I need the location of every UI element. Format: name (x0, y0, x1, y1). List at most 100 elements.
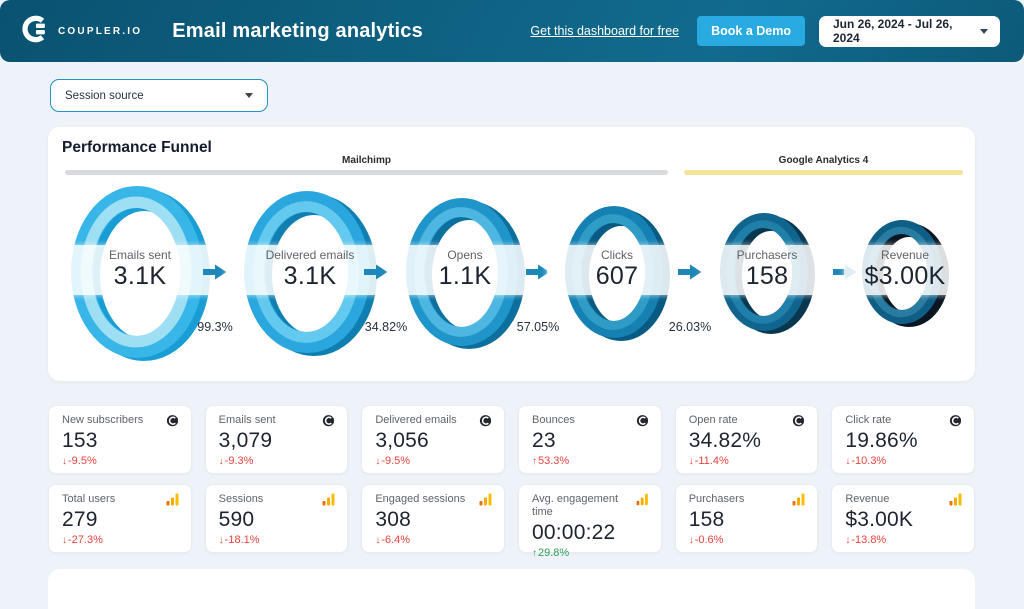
metric-change: ↓-0.6% (689, 534, 806, 546)
metric-label: New subscribers (62, 414, 144, 426)
metric-label: Avg. engagement time (532, 493, 619, 518)
funnel-arrow-icon (203, 264, 227, 280)
metric-value: 19.86% (845, 429, 918, 452)
funnel-stage-value: $3.00K (864, 262, 946, 290)
brand-name: COUPLER.IO (58, 25, 143, 37)
metric-value: 3,079 (218, 429, 273, 452)
arrow-down-icon: ↓ (688, 535, 694, 546)
session-source-dropdown[interactable]: Session source (50, 79, 268, 112)
app-header: COUPLER.IO Email marketing analytics Get… (0, 0, 1024, 62)
metric-change-value: -9.5% (68, 455, 97, 467)
page-title: Email marketing analytics (172, 19, 423, 42)
book-demo-button[interactable]: Book a Demo (697, 16, 805, 46)
ga4-icon (479, 493, 492, 506)
metric-card: Total users 279 ↓-27.3% (48, 484, 192, 553)
arrow-down-icon: ↓ (218, 456, 224, 467)
metric-change: ↓-18.1% (219, 534, 336, 546)
funnel-stage-band: Purchasers 158 (702, 245, 832, 295)
metric-value: 3,056 (375, 429, 429, 452)
metric-change-value: -6.4% (381, 534, 411, 546)
metric-label: Open rate (688, 414, 738, 426)
metric-card: Delivered emails 3,056 ↓-9.5% (361, 405, 506, 474)
funnel-arrow-icon (526, 264, 550, 280)
metric-card: Sessions 590 ↓-18.1% (204, 484, 349, 553)
next-section-panel (48, 569, 975, 609)
arrow-up-icon: ↑ (532, 456, 538, 467)
mailchimp-icon (636, 415, 648, 427)
mailchimp-icon (166, 415, 178, 427)
funnel-stage-band: Emails sent 3.1K (53, 245, 227, 295)
brand: COUPLER.IO (20, 14, 142, 49)
source-bar-mailchimp (65, 170, 668, 175)
funnel-stage-band: Delivered emails 3.1K (226, 245, 394, 295)
funnel-stage-label: Purchasers (736, 248, 798, 262)
metric-change: ↓-9.5% (375, 455, 492, 467)
source-bar-ga4 (684, 170, 963, 175)
ga4-icon (792, 493, 805, 506)
metric-label: Bounces (532, 414, 575, 426)
arrow-down-icon: ↓ (218, 535, 224, 546)
funnel-conversion-rate: 34.82% (364, 320, 408, 334)
funnel-stage-band: Opens 1.1K (388, 245, 542, 295)
metric-label: Engaged sessions (375, 493, 466, 505)
ga4-icon (949, 493, 962, 506)
funnel-stage-band: Clicks 607 (547, 245, 687, 295)
ga4-metrics-row: Total users 279 ↓-27.3% Sessions 590 ↓-18.1% E… (48, 484, 976, 559)
metric-change: ↓-11.4% (689, 455, 806, 467)
mailchimp-icon (479, 415, 492, 427)
funnel-chart: Emails sent 3.1K 99.3% Delivered emails 3.1K… (48, 127, 975, 381)
funnel-stage-label: Revenue (880, 248, 930, 262)
chevron-down-icon (245, 93, 253, 98)
metric-change: ↓-27.3% (62, 534, 179, 546)
mailchimp-icon (793, 415, 805, 427)
metric-value: $3.00K (845, 508, 914, 531)
ga4-icon (322, 493, 335, 506)
arrow-down-icon: ↓ (688, 456, 694, 467)
metric-change-value: -10.3% (851, 455, 887, 467)
metric-change-value: -11.4% (694, 455, 729, 467)
metric-card: Engaged sessions 308 ↓-6.4% (361, 484, 506, 553)
metric-change: ↑53.3% (532, 455, 649, 467)
mailchimp-icon (323, 415, 335, 427)
funnel-stage-label: Emails sent (108, 248, 172, 262)
metric-card: Revenue $3.00K ↓-13.8% (831, 484, 976, 553)
metric-change-value: -18.1% (224, 534, 260, 546)
metric-card: Click rate 19.86% ↓-10.3% (831, 405, 976, 474)
metric-change: ↓-6.4% (375, 534, 492, 546)
arrow-down-icon: ↓ (845, 535, 851, 546)
metric-label: Revenue (845, 493, 890, 505)
metric-label: Purchasers (688, 493, 745, 505)
funnel-stage-value: 3.1K (113, 262, 167, 290)
metric-value: 590 (218, 508, 255, 531)
metric-value: 00:00:22 (532, 521, 616, 544)
metric-card: New subscribers 153 ↓-9.5% (48, 405, 192, 474)
metric-value: 23 (532, 429, 556, 452)
funnel-title: Performance Funnel (62, 139, 212, 156)
metric-label: Click rate (845, 414, 892, 426)
funnel-conversion-rate: 26.03% (668, 320, 712, 334)
funnel-stage-label: Delivered emails (265, 248, 355, 262)
arrow-down-icon: ↓ (375, 535, 381, 546)
metric-value: 158 (688, 508, 725, 531)
metric-change-value: 53.3% (538, 455, 570, 467)
funnel-stage-value: 158 (745, 262, 789, 290)
metric-change-value: -9.3% (224, 455, 254, 467)
mailchimp-metrics-row: New subscribers 153 ↓-9.5% Emails sent 3,079… (48, 405, 976, 474)
date-range-picker[interactable]: Jun 26, 2024 - Jul 26, 2024 (819, 15, 1000, 47)
funnel-arrow-icon (364, 264, 388, 280)
session-source-label: Session source (65, 89, 144, 102)
performance-funnel-panel: Performance Funnel Mailchimp Google Anal… (48, 127, 975, 381)
arrow-down-icon: ↓ (375, 456, 381, 467)
get-dashboard-link[interactable]: Get this dashboard for free (530, 24, 680, 38)
metric-label: Sessions (218, 493, 264, 505)
funnel-stage-value: 607 (595, 262, 639, 290)
funnel-stage-label: Clicks (601, 248, 633, 262)
metric-value: 279 (62, 508, 98, 531)
metric-card: Open rate 34.82% ↓-11.4% (674, 405, 819, 474)
coupler-logo-icon (20, 14, 50, 49)
metric-card: Bounces 23 ↑53.3% (518, 405, 662, 474)
arrow-down-icon: ↓ (845, 456, 851, 467)
metric-change-value: -9.5% (381, 455, 411, 467)
ga4-icon (636, 493, 649, 506)
